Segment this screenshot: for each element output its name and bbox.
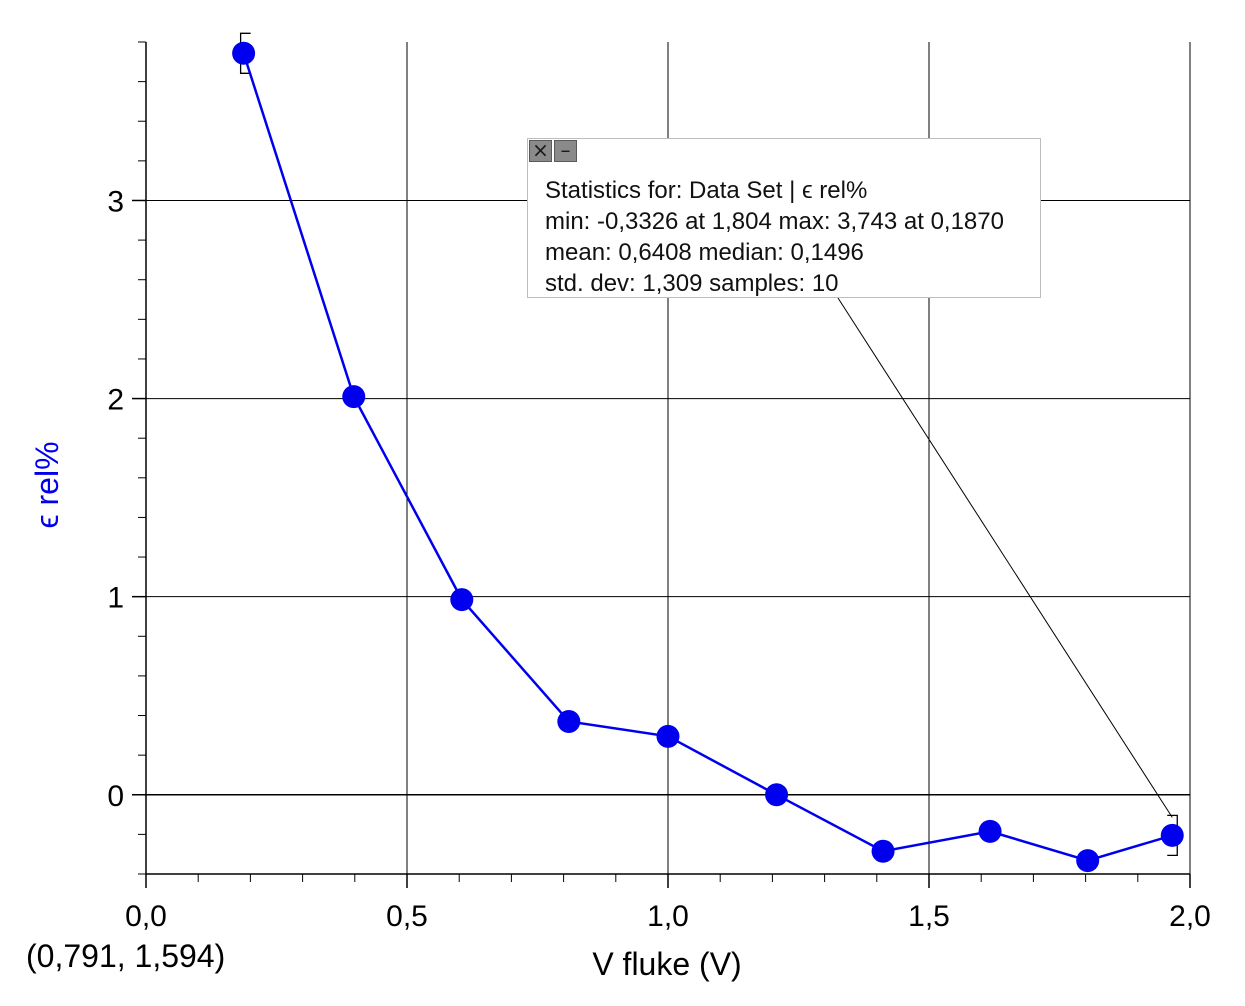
y-tick-label: 2 — [107, 384, 124, 417]
x-tick-label: 0,0 — [125, 900, 167, 933]
data-point — [871, 839, 895, 863]
series-line — [242, 52, 1173, 862]
data-point — [765, 783, 789, 807]
data-point — [1076, 849, 1100, 873]
axes — [132, 42, 1191, 888]
data-point — [342, 385, 366, 409]
y-tick-label: 1 — [107, 582, 124, 615]
data-point — [232, 41, 256, 65]
cursor-coordinate-readout: (0,791, 1,594) — [26, 938, 226, 974]
stats-min-max: min: -0,3326 at 1,804 max: 3,743 at 0,18… — [545, 208, 1004, 235]
data-point — [1160, 823, 1184, 847]
statistics-box[interactable]: × – Statistics for: Data Set | ϵ rel% mi… — [527, 138, 1041, 298]
x-tick-label: 1,5 — [908, 900, 950, 933]
x-tick-label: 1,0 — [647, 900, 689, 933]
data-point — [656, 724, 680, 748]
statistics-text: Statistics for: Data Set | ϵ rel% min: -… — [545, 175, 1004, 299]
minor-ticks — [138, 41, 1139, 882]
y-axis-title: ϵ rel% — [29, 441, 65, 528]
y-tick-label: 3 — [107, 185, 124, 218]
data-point — [557, 709, 581, 733]
stats-leader-line — [837, 297, 1173, 818]
y-tick-label: 0 — [107, 780, 124, 813]
x-tick-labels: 0,0 0,5 1,0 1,5 2,0 — [125, 900, 1211, 933]
data-point — [450, 588, 474, 612]
stats-stddev-samples: std. dev: 1,309 samples: 10 — [545, 270, 839, 297]
minimize-icon[interactable]: – — [554, 140, 577, 162]
y-tick-labels: 0 1 2 3 — [107, 185, 124, 812]
stats-mean-median: mean: 0,6408 median: 0,1496 — [545, 239, 864, 266]
x-tick-label: 2,0 — [1169, 900, 1211, 933]
x-tick-label: 0,5 — [386, 900, 428, 933]
stats-title: Statistics for: Data Set | ϵ rel% — [545, 177, 868, 204]
x-axis-title: V fluke (V) — [592, 946, 741, 982]
close-icon[interactable]: × — [529, 140, 552, 162]
data-points — [232, 41, 1184, 873]
data-point — [978, 819, 1002, 843]
